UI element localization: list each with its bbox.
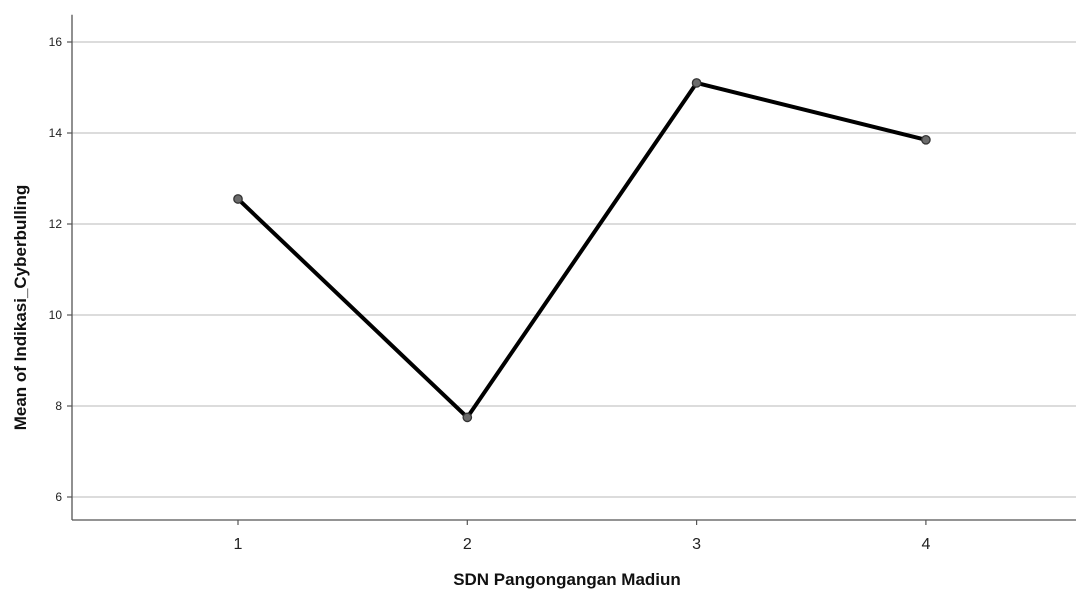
y-tick-label: 8 (55, 399, 62, 413)
y-tick-labels: 6 8 10 12 14 16 (49, 35, 72, 504)
x-axis-title: SDN Pangongangan Madiun (453, 570, 681, 589)
x-tick-labels: 1 2 3 4 (234, 520, 930, 553)
data-point (462, 412, 473, 423)
gridlines (72, 41, 1076, 498)
y-tick-label: 6 (55, 490, 62, 504)
y-tick-label: 14 (49, 126, 63, 140)
series (233, 78, 931, 423)
y-tick-label: 12 (49, 217, 63, 231)
series-line (236, 80, 928, 420)
x-tick-label: 1 (234, 536, 243, 553)
axes (71, 14, 1076, 521)
y-axis-title: Mean of Indikasi_Cyberbulling (11, 185, 30, 431)
x-tick-label: 3 (692, 536, 701, 553)
y-tick-label: 10 (49, 308, 63, 322)
data-point (921, 134, 931, 145)
x-tick-label: 2 (463, 536, 472, 553)
y-tick-label: 16 (49, 35, 63, 49)
data-point (233, 194, 243, 204)
x-tick-label: 4 (921, 536, 930, 553)
data-point (691, 78, 702, 88)
